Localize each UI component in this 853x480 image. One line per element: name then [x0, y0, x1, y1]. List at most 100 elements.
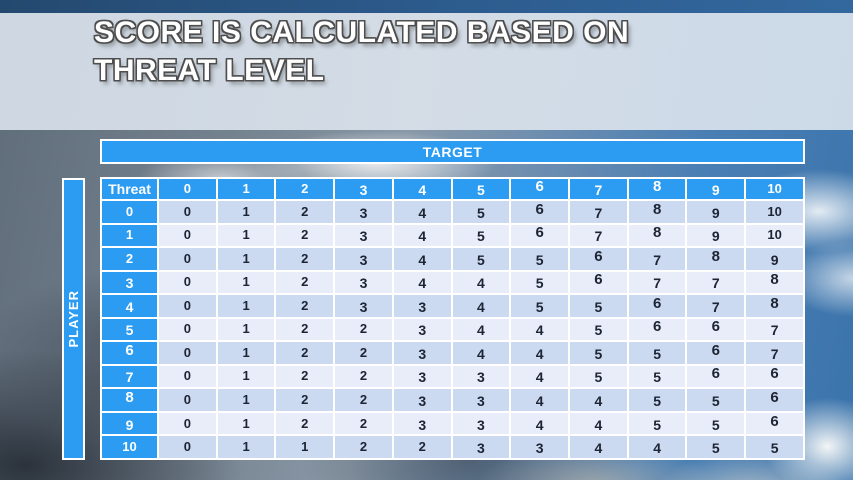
score-cell: 10 — [744, 199, 805, 225]
score-digit: 2 — [359, 439, 368, 455]
score-cell: 6 — [744, 387, 805, 413]
score-cell: 6 — [685, 363, 747, 390]
score-digit: 2 — [301, 227, 309, 243]
score-cell: 7 — [685, 269, 747, 296]
score-digit: 0 — [183, 203, 191, 219]
score-cell: 0 — [157, 340, 218, 366]
score-cell: 3 — [450, 410, 512, 437]
score-digit: 7 — [711, 298, 720, 315]
score-digit: 8 — [652, 200, 662, 218]
score-digit: 3 — [359, 228, 368, 245]
threat-row-header: 3 — [100, 269, 159, 296]
score-digit: 5 — [594, 322, 603, 339]
target-column-header: 6 — [509, 177, 571, 201]
score-digit: 7 — [770, 322, 779, 339]
score-cell: 0 — [157, 246, 218, 272]
score-cell: 5 — [626, 410, 688, 437]
score-cell: 6 — [568, 269, 629, 296]
score-row: 10 0 1 1 2 2 3 3 4 4 5 5 — [100, 434, 805, 460]
score-cell: 2 — [274, 363, 336, 390]
score-digit: 5 — [477, 182, 485, 198]
target-column-header: 8 — [626, 177, 688, 201]
score-digit: 5 — [477, 251, 485, 268]
score-digit: 5 — [711, 416, 720, 433]
score-cell: 1 — [215, 340, 277, 366]
score-cell: 8 — [685, 246, 747, 272]
threat-row-header: 6 — [100, 340, 159, 366]
score-digit: 2 — [359, 321, 368, 337]
score-digit: 0 — [183, 344, 191, 360]
score-cell: 3 — [391, 316, 453, 343]
score-digit: 3 — [477, 393, 485, 410]
score-table-body: 0 0 1 2 3 4 5 6 7 8 9 10 1 0 1 2 3 4 5 6 7 8 9 10 2 0 1 2 3 4 5 5 6 7 8 9 3 0… — [100, 199, 805, 460]
score-cell: 4 — [450, 340, 512, 366]
score-cell: 0 — [157, 199, 218, 225]
score-digit: 4 — [418, 275, 427, 292]
score-digit: 2 — [301, 392, 309, 408]
score-cell: 1 — [215, 316, 277, 343]
score-digit: 7 — [653, 251, 661, 268]
score-cell: 7 — [744, 340, 805, 366]
threat-row-header: 0 — [100, 199, 159, 225]
score-cell: 5 — [450, 246, 512, 272]
score-cell: 1 — [215, 434, 277, 460]
score-digit: 5 — [653, 393, 661, 410]
score-digit: 4 — [477, 345, 485, 362]
score-cell: 1 — [215, 269, 277, 296]
score-digit: 2 — [359, 392, 368, 408]
score-cell: 5 — [626, 363, 688, 390]
score-digit: 3 — [359, 251, 368, 268]
target-column-header: 2 — [274, 177, 336, 201]
score-cell: 1 — [215, 387, 277, 413]
score-digit: 8 — [652, 224, 662, 242]
score-row: 4 0 1 2 3 3 4 5 5 6 7 8 — [100, 293, 805, 319]
score-row: 0 0 1 2 3 4 5 6 7 8 9 10 — [100, 199, 805, 225]
score-digit: 4 — [535, 416, 544, 433]
score-cell: 7 — [744, 316, 805, 343]
score-cell: 4 — [509, 340, 571, 366]
score-cell: 3 — [391, 387, 453, 413]
score-digit: 8 — [770, 294, 779, 312]
score-digit: 1 — [301, 439, 309, 455]
score-cell: 3 — [333, 199, 394, 225]
score-digit: 5 — [125, 322, 134, 339]
score-digit: 4 — [535, 322, 544, 339]
score-digit: 9 — [711, 182, 720, 198]
score-cell: 4 — [568, 410, 629, 437]
score-digit: 0 — [183, 274, 191, 290]
score-cell: 5 — [509, 246, 571, 272]
score-digit: 6 — [770, 412, 779, 430]
score-cell: 4 — [450, 269, 512, 296]
score-digit: 10 — [767, 227, 782, 243]
score-cell: 2 — [274, 293, 336, 319]
score-cell: 0 — [157, 363, 218, 390]
score-cell: 8 — [626, 222, 688, 249]
target-column-header: 0 — [157, 177, 218, 201]
target-column-header: 1 — [215, 177, 277, 201]
score-cell: 3 — [450, 434, 512, 460]
target-column-header: 3 — [333, 177, 394, 201]
score-digit: 0 — [183, 250, 191, 266]
score-digit: 3 — [535, 440, 544, 457]
score-digit: 7 — [770, 345, 779, 362]
score-digit: 5 — [653, 416, 661, 433]
score-digit: 5 — [477, 228, 485, 245]
score-digit: 2 — [301, 344, 309, 360]
score-cell: 3 — [333, 293, 394, 319]
score-cell: 9 — [685, 199, 747, 225]
score-cell: 2 — [274, 222, 336, 249]
score-digit: 7 — [711, 275, 720, 292]
score-digit: 1 — [242, 203, 250, 219]
score-cell: 6 — [626, 293, 688, 319]
score-cell: 1 — [215, 410, 277, 437]
score-digit: 2 — [301, 250, 309, 266]
score-digit: 2 — [301, 415, 309, 431]
score-cell: 6 — [509, 222, 571, 249]
score-digit: 0 — [183, 321, 191, 337]
score-cell: 4 — [509, 410, 571, 437]
score-digit: 6 — [711, 365, 720, 383]
score-cell: 0 — [157, 222, 218, 249]
threat-row-header: 1 — [100, 222, 159, 249]
score-digit: 5 — [477, 204, 485, 221]
score-digit: 6 — [535, 224, 544, 242]
